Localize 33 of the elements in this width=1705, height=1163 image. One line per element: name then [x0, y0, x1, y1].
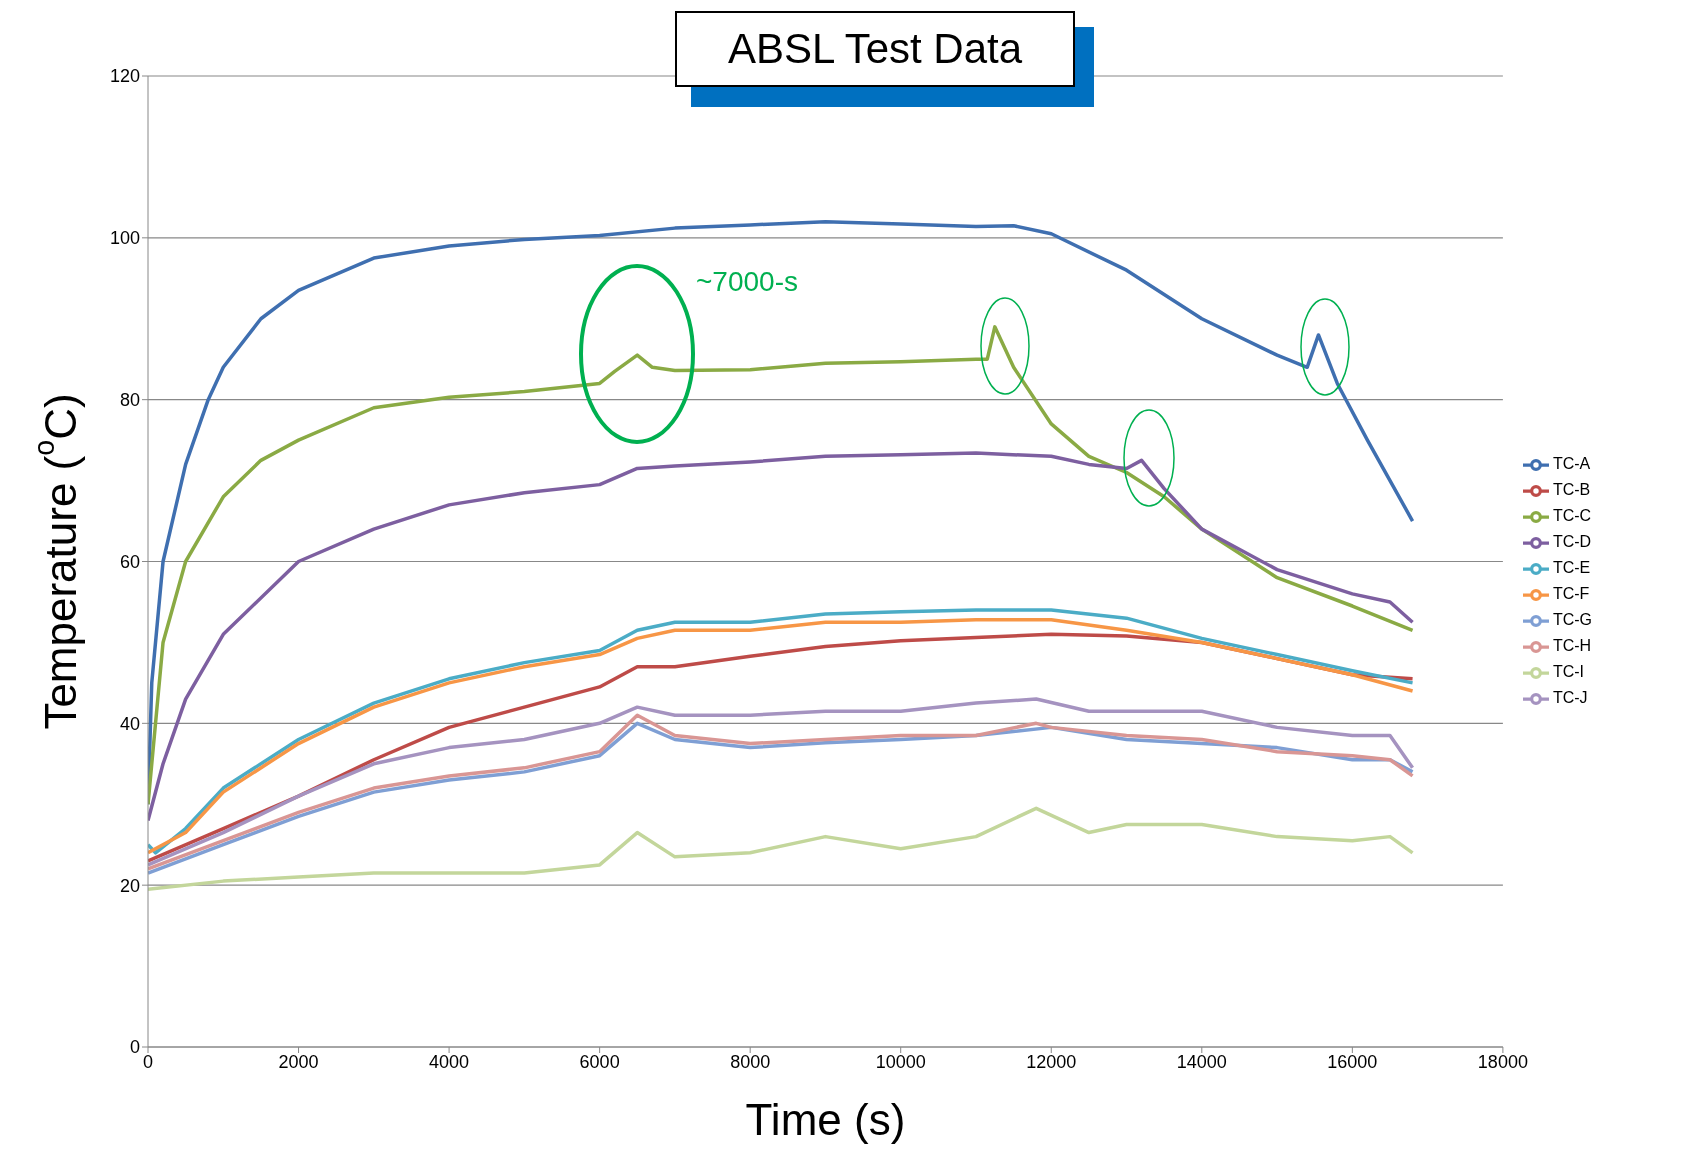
y-tick-label: 40 [119, 713, 140, 734]
y-tick-label: 80 [119, 390, 140, 411]
x-tick-label: 14000 [1176, 1051, 1227, 1072]
x-tick-label: 18000 [1477, 1051, 1528, 1072]
x-tick-label: 0 [142, 1051, 154, 1072]
x-tick-label: 16000 [1327, 1051, 1378, 1072]
legend-label: TC-C [1552, 506, 1592, 524]
legend-label: TC-H [1552, 636, 1592, 654]
legend-label: TC-E [1552, 558, 1591, 576]
line-series [148, 325, 1415, 806]
x-tick-label: 10000 [875, 1051, 926, 1072]
y-tick-label: 60 [119, 551, 140, 572]
chart-title: ABSL Test Data [675, 11, 1075, 87]
legend-label: TC-B [1552, 480, 1591, 498]
legend-label: TC-A [1552, 454, 1591, 472]
y-tick-label: 120 [109, 66, 140, 87]
line-series [148, 806, 1415, 891]
annotation: ~7000-s [696, 266, 798, 298]
x-tick-label: 2000 [278, 1051, 319, 1072]
x-tick-label: 12000 [1026, 1051, 1077, 1072]
legend-label: TC-J [1552, 688, 1588, 706]
legend-label: TC-D [1552, 532, 1592, 550]
legend-label: TC-I [1552, 662, 1584, 680]
y-tick-label: 20 [119, 875, 140, 896]
x-tick-label: 6000 [579, 1051, 620, 1072]
x-axis-title: Time (s) [745, 1095, 906, 1144]
legend-label: TC-G [1552, 610, 1592, 628]
x-tick-label: 4000 [429, 1051, 470, 1072]
legend-label: TC-F [1552, 584, 1590, 602]
line-series [148, 451, 1415, 823]
x-tick-label: 8000 [730, 1051, 771, 1072]
y-tick-label: 0 [129, 1037, 140, 1058]
y-tick-label: 100 [109, 228, 140, 249]
